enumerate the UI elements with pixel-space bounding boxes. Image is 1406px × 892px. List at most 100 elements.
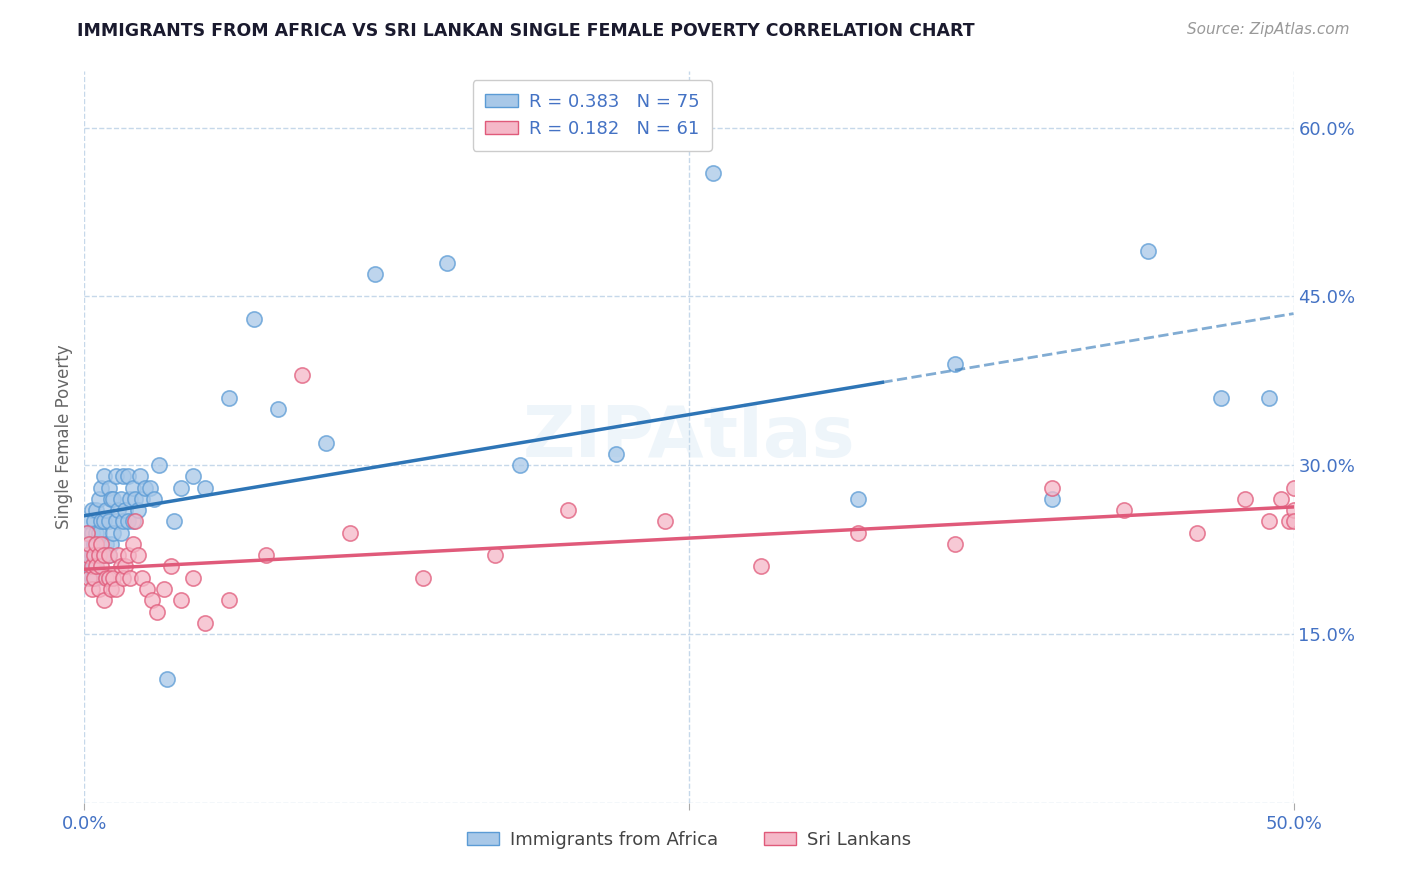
Point [117,469,139,483]
Point [103,491,125,506]
Point [80,559,103,574]
Point [80,503,103,517]
Point [315,435,337,450]
Point [218,391,240,405]
Point [702,166,724,180]
Point [110,525,132,540]
Point [1282,515,1305,529]
Point [76,525,98,540]
Point [1234,491,1257,506]
Point [943,537,966,551]
Point [83,571,105,585]
Point [87,525,110,540]
Point [90,559,112,574]
Point [1258,515,1281,529]
Point [127,503,149,517]
Point [146,605,169,619]
Point [194,615,217,630]
Point [943,357,966,371]
Point [93,469,115,483]
Point [97,515,120,529]
Point [107,548,129,562]
Point [80,548,103,562]
Point [751,559,773,574]
Point [484,548,506,562]
Point [1282,503,1305,517]
Point [77,537,100,551]
Point [120,571,142,585]
Point [112,469,135,483]
Point [170,481,193,495]
Point [124,515,146,529]
Point [1137,244,1160,259]
Point [97,548,120,562]
Point [129,469,152,483]
Point [339,525,361,540]
Point [93,548,115,562]
Point [242,312,264,326]
Point [77,515,100,529]
Point [1209,391,1232,405]
Point [114,503,136,517]
Point [155,672,177,686]
Point [181,469,204,483]
Point [1258,391,1281,405]
Point [86,548,108,562]
Point [86,525,108,540]
Point [77,537,100,551]
Point [86,503,108,517]
Point [654,515,676,529]
Point [103,525,125,540]
Point [143,491,166,506]
Point [112,515,135,529]
Point [76,548,98,562]
Point [90,481,112,495]
Legend: Immigrants from Africa, Sri Lankans: Immigrants from Africa, Sri Lankans [460,823,918,856]
Point [83,559,105,574]
Point [1278,515,1301,529]
Point [80,571,103,585]
Point [83,537,105,551]
Point [1270,491,1292,506]
Point [254,548,277,562]
Point [86,537,108,551]
Point [153,582,176,596]
Text: IMMIGRANTS FROM AFRICA VS SRI LANKAN SINGLE FEMALE POVERTY CORRELATION CHART: IMMIGRANTS FROM AFRICA VS SRI LANKAN SIN… [77,22,974,40]
Point [86,559,108,574]
Point [80,582,103,596]
Point [93,548,115,562]
Point [134,481,156,495]
Point [100,491,122,506]
Point [605,447,627,461]
Point [76,548,98,562]
Point [87,491,110,506]
Y-axis label: Single Female Poverty: Single Female Poverty [55,345,73,529]
Point [121,537,143,551]
Point [104,582,127,596]
Point [83,548,105,562]
Point [163,515,186,529]
Point [87,548,110,562]
Point [138,481,160,495]
Point [77,571,100,585]
Point [93,593,115,607]
Point [117,515,139,529]
Point [107,503,129,517]
Point [110,491,132,506]
Point [90,515,112,529]
Point [131,491,153,506]
Point [1040,491,1063,506]
Point [97,481,120,495]
Point [93,515,115,529]
Point [363,267,385,281]
Point [436,255,458,269]
Point [83,515,105,529]
Point [94,503,117,517]
Point [87,548,110,562]
Point [90,537,112,551]
Point [112,571,135,585]
Point [170,593,193,607]
Point [121,481,143,495]
Point [557,503,579,517]
Point [412,571,434,585]
